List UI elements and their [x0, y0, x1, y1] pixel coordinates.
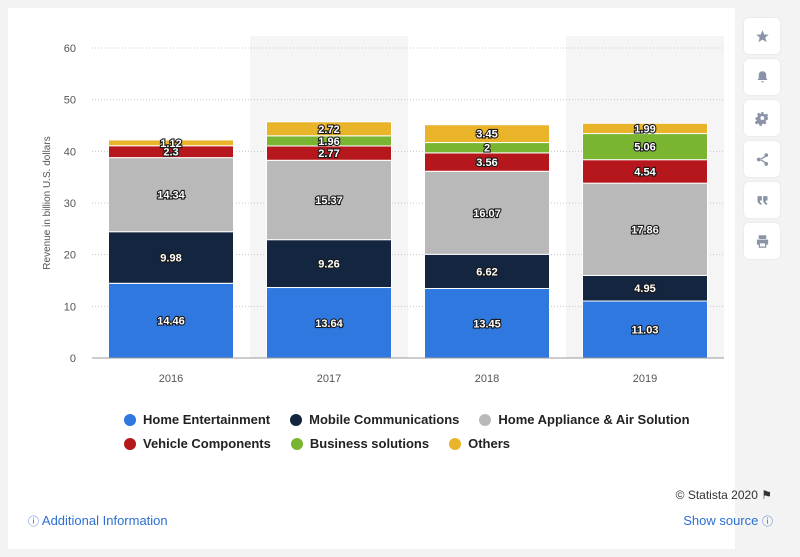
y-tick-label: 40	[64, 146, 76, 158]
bar-segment	[582, 133, 708, 161]
bar-segment	[424, 288, 550, 359]
data-label: 14.46	[157, 316, 185, 328]
data-label: 1.12	[160, 138, 181, 150]
bar-segment	[108, 139, 234, 147]
data-label: 2.77	[318, 148, 339, 160]
share-icon	[756, 152, 768, 166]
y-tick-label: 10	[64, 301, 76, 313]
x-tick-label: 2018	[475, 373, 499, 385]
bar-segment	[424, 124, 550, 144]
legend-item[interactable]: Home Appliance & Air Solution	[479, 412, 690, 427]
y-tick-label: 30	[64, 198, 76, 210]
bar-segment	[108, 157, 234, 233]
legend-swatch	[124, 413, 136, 426]
data-label: 2.3	[163, 147, 178, 159]
legend-swatch	[124, 437, 136, 450]
bar-segment	[108, 231, 234, 284]
print-button[interactable]	[744, 223, 780, 259]
legend-label: Others	[468, 436, 510, 451]
bar-segment	[266, 121, 392, 137]
legend-label: Home Appliance & Air Solution	[498, 412, 690, 427]
legend-label: Business solutions	[309, 436, 430, 451]
legend-label: Home Entertainment	[143, 412, 271, 427]
bar-segment	[424, 170, 550, 255]
data-label: 3.45	[476, 129, 497, 141]
data-label: 1.96	[318, 136, 339, 148]
copyright[interactable]: © Statista 2020 ⚑	[676, 488, 772, 502]
y-axis-label: Revenue in billion U.S. dollars	[42, 136, 53, 269]
legend-swatch	[479, 413, 492, 426]
flag-icon: ⚑	[761, 488, 772, 502]
stacked-bar-chart: 0 10 20 30 40 50 60 Revenue in billion U.S. dol…	[42, 36, 724, 385]
info-icon: ⓘ	[762, 516, 773, 528]
data-label: 1.99	[634, 123, 655, 135]
data-label: 17.86	[631, 224, 659, 236]
data-label: 5.06	[634, 142, 655, 154]
quote-icon	[757, 195, 767, 205]
additional-info-label: Additional Information	[41, 513, 168, 528]
legend: Home Entertainment Mobile Communications H…	[124, 412, 724, 460]
y-tick-label: 0	[70, 353, 76, 365]
bell-icon	[757, 70, 767, 82]
data-label: 2.72	[318, 124, 339, 136]
data-label: 11.03	[632, 325, 659, 337]
legend-item[interactable]: Mobile Communications	[290, 412, 459, 427]
legend-item[interactable]: Home Entertainment	[124, 412, 270, 427]
data-label: 9.26	[318, 259, 339, 271]
chart-card: 0 10 20 30 40 50 60 Revenue in billion U.S. dol…	[8, 8, 735, 549]
x-tick-label: 2016	[159, 373, 183, 385]
copyright-text: © Statista 2020	[675, 488, 758, 502]
legend-swatch	[290, 413, 303, 426]
data-label: 15.37	[315, 195, 343, 207]
data-label: 4.54	[634, 166, 656, 178]
bar-segment	[582, 122, 708, 135]
share-button[interactable]	[744, 141, 780, 177]
data-label: 16.07	[473, 208, 501, 220]
data-label: 13.64	[315, 318, 343, 330]
legend-label: Mobile Communications	[309, 412, 460, 427]
data-label: 3.56	[476, 157, 497, 169]
data-label: 2	[484, 143, 490, 155]
alert-button[interactable]	[744, 59, 780, 95]
legend-item[interactable]: Vehicle Components	[124, 436, 271, 451]
data-label: 6.62	[476, 266, 497, 278]
info-icon: ⓘ	[28, 516, 39, 528]
additional-info-link[interactable]: ⓘ Additional Information	[28, 513, 168, 529]
show-source-link[interactable]: Show source ⓘ	[683, 513, 773, 529]
data-label: 13.45	[473, 318, 501, 330]
bar-segment	[424, 253, 550, 290]
x-tick-label: 2019	[633, 373, 657, 385]
star-icon	[755, 29, 769, 42]
data-label: 14.34	[157, 190, 185, 202]
legend-swatch	[290, 437, 303, 450]
y-tick-label: 50	[64, 95, 76, 107]
legend-label: Vehicle Components	[143, 436, 271, 451]
settings-button[interactable]	[744, 100, 780, 136]
favorite-button[interactable]	[744, 18, 780, 54]
data-label: 4.95	[634, 283, 655, 295]
bar-segment	[582, 300, 708, 359]
show-source-label: Show source	[683, 513, 759, 528]
bar-segment	[266, 159, 392, 241]
legend-item[interactable]: Business solutions	[290, 436, 430, 451]
cite-button[interactable]	[744, 182, 780, 218]
x-tick-label: 2017	[317, 373, 341, 385]
sidebar	[744, 18, 784, 264]
y-tick-label: 20	[64, 250, 76, 262]
data-label: 9.98	[160, 253, 181, 265]
legend-swatch	[449, 437, 462, 450]
print-icon	[756, 234, 768, 248]
legend-item[interactable]: Others	[449, 436, 510, 451]
y-tick-label: 60	[64, 43, 76, 55]
gear-icon	[754, 111, 768, 126]
